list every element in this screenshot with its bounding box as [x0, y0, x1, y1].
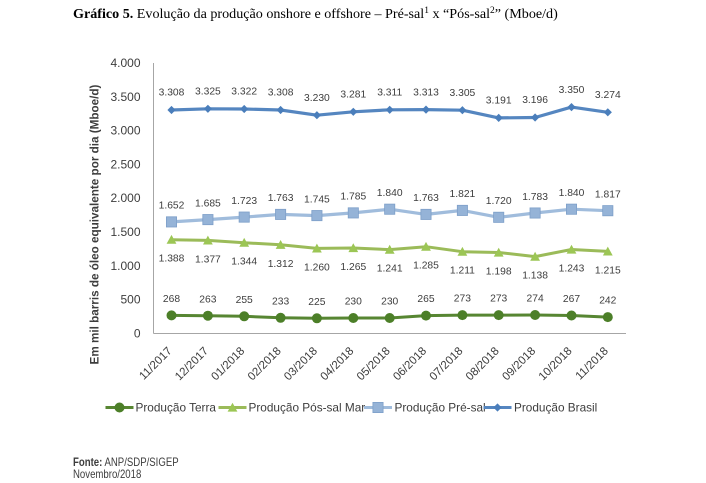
svg-text:4.000: 4.000 — [110, 56, 140, 70]
svg-text:Produção Terra: Produção Terra — [136, 401, 217, 415]
svg-text:1.312: 1.312 — [268, 259, 294, 270]
svg-text:1.817: 1.817 — [595, 190, 621, 201]
svg-text:1.652: 1.652 — [159, 201, 185, 212]
svg-text:1.211: 1.211 — [450, 266, 475, 277]
svg-text:3.350: 3.350 — [559, 85, 585, 96]
svg-text:1.198: 1.198 — [486, 267, 512, 278]
svg-text:3.305: 3.305 — [450, 88, 476, 99]
svg-text:1.763: 1.763 — [413, 193, 439, 204]
svg-text:3.230: 3.230 — [304, 93, 330, 104]
svg-text:3.191: 3.191 — [486, 96, 512, 107]
svg-text:255: 255 — [236, 295, 253, 306]
svg-text:263: 263 — [199, 294, 216, 305]
svg-text:1.763: 1.763 — [268, 193, 294, 204]
svg-text:1.785: 1.785 — [340, 192, 366, 203]
svg-text:225: 225 — [308, 297, 325, 308]
svg-text:1.260: 1.260 — [304, 262, 330, 273]
svg-text:1.265: 1.265 — [340, 262, 366, 273]
svg-text:1.745: 1.745 — [304, 194, 330, 205]
svg-text:1.215: 1.215 — [595, 265, 621, 276]
svg-text:3.311: 3.311 — [377, 88, 402, 99]
svg-text:3.000: 3.000 — [110, 124, 140, 138]
svg-text:3.308: 3.308 — [268, 88, 294, 99]
svg-text:1.138: 1.138 — [522, 271, 548, 282]
svg-text:1.840: 1.840 — [377, 188, 403, 199]
svg-text:500: 500 — [120, 293, 140, 307]
svg-text:0: 0 — [134, 326, 141, 340]
svg-text:3.500: 3.500 — [110, 90, 140, 104]
svg-text:268: 268 — [163, 294, 180, 305]
svg-text:1.723: 1.723 — [231, 196, 257, 207]
svg-text:1.000: 1.000 — [110, 259, 140, 273]
svg-text:3.313: 3.313 — [413, 87, 439, 98]
svg-text:242: 242 — [599, 296, 616, 307]
svg-text:1.388: 1.388 — [159, 254, 185, 265]
svg-text:1.500: 1.500 — [110, 225, 140, 239]
svg-text:230: 230 — [345, 297, 362, 308]
svg-text:1.243: 1.243 — [559, 264, 585, 275]
svg-text:1.377: 1.377 — [195, 254, 221, 265]
svg-text:2.500: 2.500 — [110, 158, 140, 172]
svg-text:Em mil barris de óleo equivale: Em mil barris de óleo equivalente por di… — [89, 84, 102, 364]
svg-text:233: 233 — [272, 296, 289, 307]
svg-text:267: 267 — [563, 294, 580, 305]
svg-text:265: 265 — [417, 294, 434, 305]
svg-text:3.325: 3.325 — [195, 87, 221, 98]
svg-text:1.821: 1.821 — [450, 189, 476, 200]
svg-text:3.322: 3.322 — [231, 87, 257, 98]
svg-text:3.196: 3.196 — [522, 95, 548, 106]
svg-text:273: 273 — [490, 294, 507, 305]
svg-text:2.000: 2.000 — [110, 191, 140, 205]
svg-text:1.241: 1.241 — [377, 264, 403, 275]
svg-text:Produção Brasil: Produção Brasil — [514, 401, 597, 415]
svg-text:1.344: 1.344 — [231, 257, 257, 268]
svg-text:274: 274 — [527, 294, 544, 305]
svg-text:273: 273 — [454, 294, 471, 305]
svg-text:1.840: 1.840 — [559, 188, 585, 199]
svg-text:1.720: 1.720 — [486, 196, 512, 207]
svg-text:1.685: 1.685 — [195, 198, 221, 209]
svg-text:3.274: 3.274 — [595, 90, 621, 101]
svg-text:3.281: 3.281 — [340, 90, 366, 101]
svg-text:1.783: 1.783 — [522, 192, 548, 203]
svg-text:1.285: 1.285 — [413, 261, 439, 272]
svg-text:Produção Pré-sal: Produção Pré-sal — [395, 401, 486, 415]
svg-text:Produção Pós-sal Mar: Produção Pós-sal Mar — [249, 401, 366, 415]
svg-text:3.308: 3.308 — [159, 88, 185, 99]
svg-text:230: 230 — [381, 297, 398, 308]
